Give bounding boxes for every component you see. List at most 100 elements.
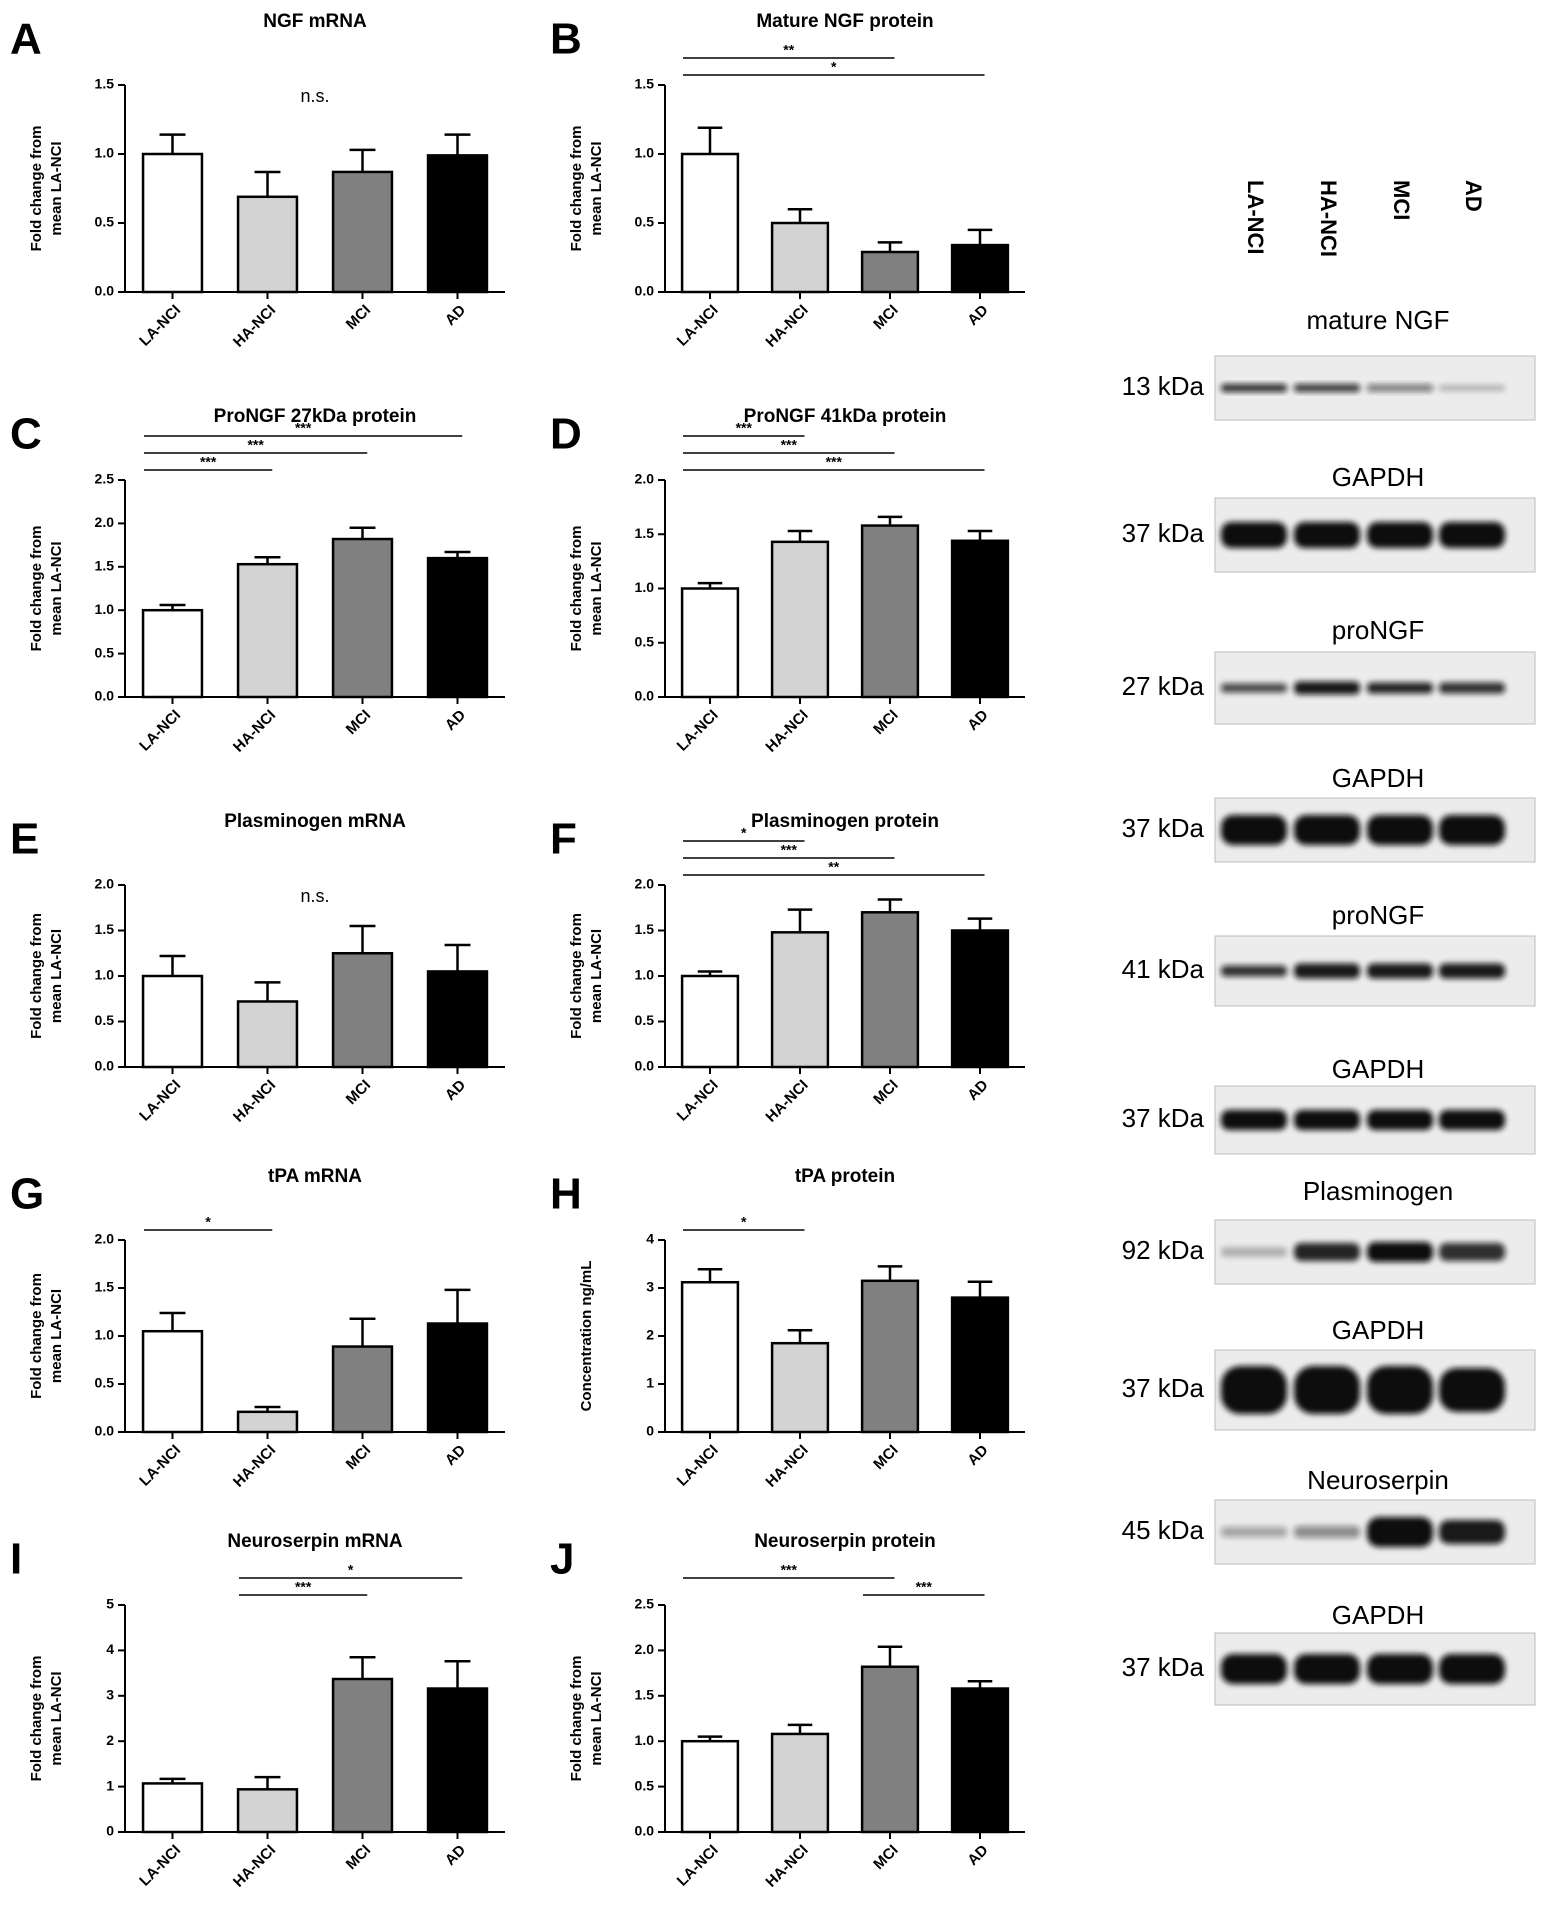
x-tick-label: LA-NCI — [136, 302, 184, 350]
bar — [770, 1732, 830, 1834]
y-tick-label: 3 — [106, 1687, 114, 1703]
x-tick-label: HA-NCI — [230, 302, 279, 351]
y-tick-label: 1.5 — [635, 1687, 655, 1703]
band — [1367, 1242, 1433, 1262]
x-tick-label: HA-NCI — [230, 1842, 279, 1891]
significance-label: * — [205, 1214, 211, 1230]
x-tick-label: LA-NCI — [136, 707, 184, 755]
bar — [950, 1296, 1010, 1434]
y-tick-label: 2.0 — [635, 471, 655, 487]
size-label: 37 kDa — [1122, 1373, 1205, 1403]
y-tick-label: 2.0 — [95, 876, 115, 892]
x-tick-label: LA-NCI — [136, 1077, 184, 1125]
band — [1439, 385, 1505, 391]
panel-letter: E — [10, 815, 39, 864]
protein-label: proNGF — [1332, 615, 1424, 645]
band — [1221, 965, 1287, 977]
y-tick-label: 1.5 — [635, 76, 655, 92]
x-tick-label: AD — [964, 302, 991, 329]
y-axis-label: mean LA-NCI — [588, 541, 605, 635]
blot-bands — [1221, 681, 1505, 695]
bar — [426, 970, 489, 1069]
y-tick-label: 1 — [646, 1375, 654, 1391]
y-tick-label: 1.5 — [95, 558, 115, 574]
protein-label: proNGF — [1332, 900, 1424, 930]
y-tick-label: 0.5 — [635, 214, 655, 230]
x-tick-label: MCI — [870, 302, 901, 333]
protein-label: Neuroserpin — [1307, 1465, 1449, 1495]
bar — [236, 195, 299, 294]
bar — [860, 250, 920, 294]
significance-label: *** — [247, 437, 264, 453]
significance-label: *** — [916, 1579, 933, 1595]
bar — [331, 1345, 394, 1434]
x-tick-label: HA-NCI — [762, 1442, 811, 1491]
x-tick-label: AD — [964, 1842, 991, 1869]
x-tick-label: AD — [442, 1442, 469, 1469]
panel-letter: A — [10, 15, 42, 64]
significance-label: *** — [781, 842, 798, 858]
bar — [141, 1329, 204, 1434]
significance-label: *** — [736, 420, 753, 436]
blot-bands — [1221, 815, 1505, 845]
blot-bands — [1221, 1242, 1505, 1262]
y-tick-label: 1.0 — [635, 967, 655, 983]
y-tick-label: 2.0 — [95, 1231, 115, 1247]
blot-bands — [1221, 1366, 1505, 1414]
y-axis-label: Concentration ng/mL — [578, 1261, 595, 1412]
y-tick-label: 2 — [646, 1327, 654, 1343]
y-axis-label: mean LA-NCI — [48, 1289, 65, 1383]
significance-label: * — [831, 59, 837, 75]
x-tick-label: AD — [442, 1842, 469, 1869]
y-tick-label: 1.0 — [95, 967, 115, 983]
y-tick-label: 0.5 — [95, 644, 115, 660]
y-tick-label: 0.0 — [95, 688, 115, 704]
significance-label: ** — [783, 42, 794, 58]
chart-title: NGF mRNA — [263, 11, 367, 32]
x-tick-label: MCI — [343, 1442, 374, 1473]
x-tick-label: AD — [964, 1077, 991, 1104]
band — [1294, 1243, 1360, 1261]
panel-letter: G — [10, 1170, 44, 1219]
x-tick-label: LA-NCI — [674, 707, 722, 755]
size-label: 13 kDa — [1122, 371, 1205, 401]
bar — [860, 911, 920, 1069]
bar — [770, 540, 830, 699]
chart-title: ProNGF 41kDa protein — [744, 406, 947, 427]
bar — [950, 1687, 1010, 1834]
lane-label: AD — [1461, 180, 1486, 212]
x-tick-label: LA-NCI — [674, 302, 722, 350]
y-tick-label: 2.0 — [635, 1641, 655, 1657]
y-axis-label: mean LA-NCI — [48, 1671, 65, 1765]
protein-label: GAPDH — [1332, 763, 1424, 793]
annotation: n.s. — [300, 86, 329, 106]
band — [1221, 1527, 1287, 1537]
panel-letter: D — [550, 410, 582, 459]
lane-label: MCI — [1389, 180, 1414, 220]
bar — [860, 524, 920, 699]
band — [1367, 815, 1433, 845]
bar — [426, 556, 489, 699]
significance-label: *** — [295, 1579, 312, 1595]
y-tick-label: 0.0 — [635, 688, 655, 704]
y-tick-label: 0.5 — [95, 214, 115, 230]
band — [1294, 681, 1360, 695]
y-tick-label: 0.5 — [95, 1375, 115, 1391]
x-tick-label: HA-NCI — [230, 1077, 279, 1126]
annotation: n.s. — [300, 886, 329, 906]
y-tick-label: 2.0 — [95, 514, 115, 530]
x-tick-label: AD — [964, 1442, 991, 1469]
y-tick-label: 0.0 — [95, 283, 115, 299]
band — [1439, 1520, 1505, 1544]
y-tick-label: 1.5 — [635, 921, 655, 937]
bar — [426, 1687, 489, 1834]
blot-bands — [1221, 1654, 1505, 1684]
band — [1439, 682, 1505, 694]
band — [1294, 1110, 1360, 1130]
protein-label: mature NGF — [1306, 305, 1449, 335]
bar — [141, 974, 204, 1069]
bar — [950, 539, 1010, 699]
y-tick-label: 1.0 — [635, 579, 655, 595]
x-tick-label: MCI — [343, 707, 374, 738]
bar — [331, 1677, 394, 1834]
